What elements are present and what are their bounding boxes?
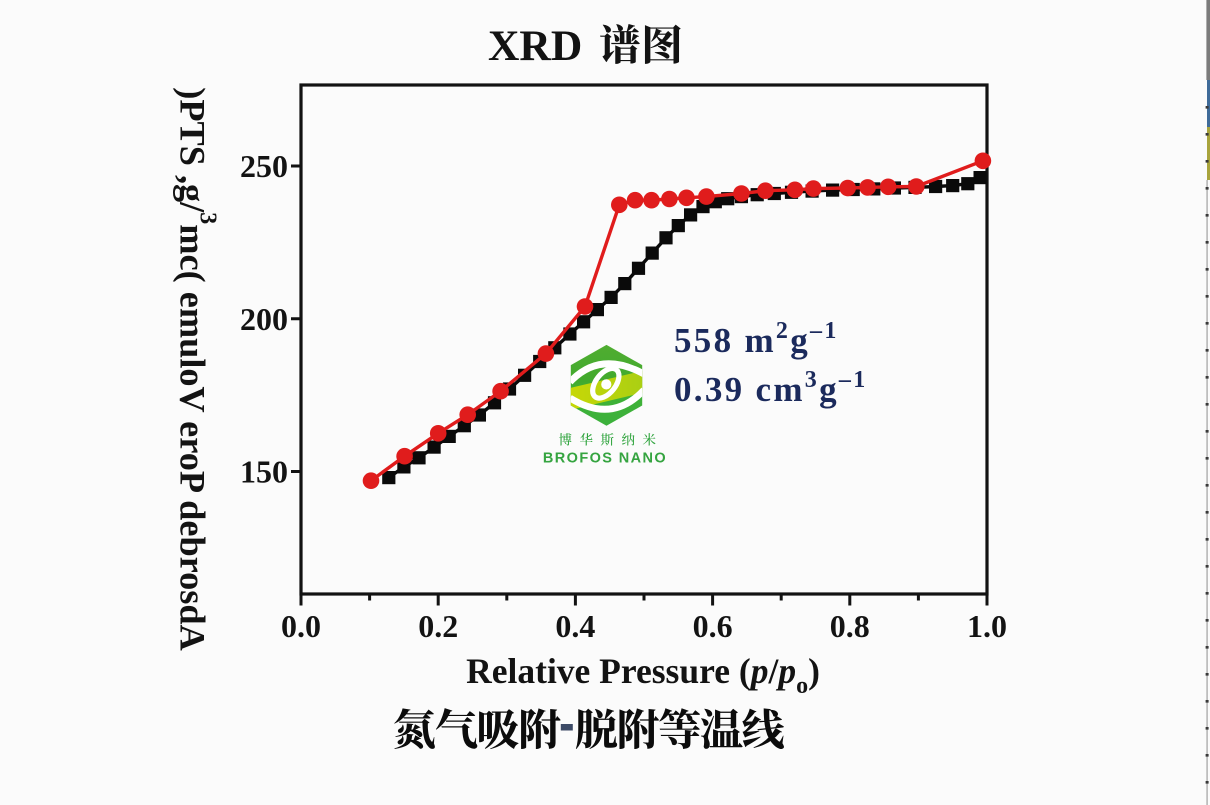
svg-text:0.6: 0.6: [693, 608, 733, 644]
svg-text:0.4: 0.4: [555, 608, 595, 644]
svg-text:1.0: 1.0: [967, 608, 1007, 644]
svg-text:200: 200: [240, 301, 288, 337]
svg-text:0.0: 0.0: [281, 608, 321, 644]
svg-text:558 m2g–1: 558 m2g–1: [674, 318, 839, 360]
svg-text:BROFOS NANO: BROFOS NANO: [543, 451, 667, 467]
svg-text:150: 150: [240, 454, 288, 490]
svg-text:)PTS ,g/3mc( emuloV eroP debro: )PTS ,g/3mc( emuloV eroP debrosdA: [173, 87, 221, 651]
svg-text:XRD: XRD: [488, 22, 582, 70]
svg-text:0.2: 0.2: [418, 608, 458, 644]
svg-text:0.8: 0.8: [830, 608, 870, 644]
svg-text:0.39 cm3g–1: 0.39 cm3g–1: [674, 367, 868, 409]
svg-text:250: 250: [240, 148, 288, 184]
